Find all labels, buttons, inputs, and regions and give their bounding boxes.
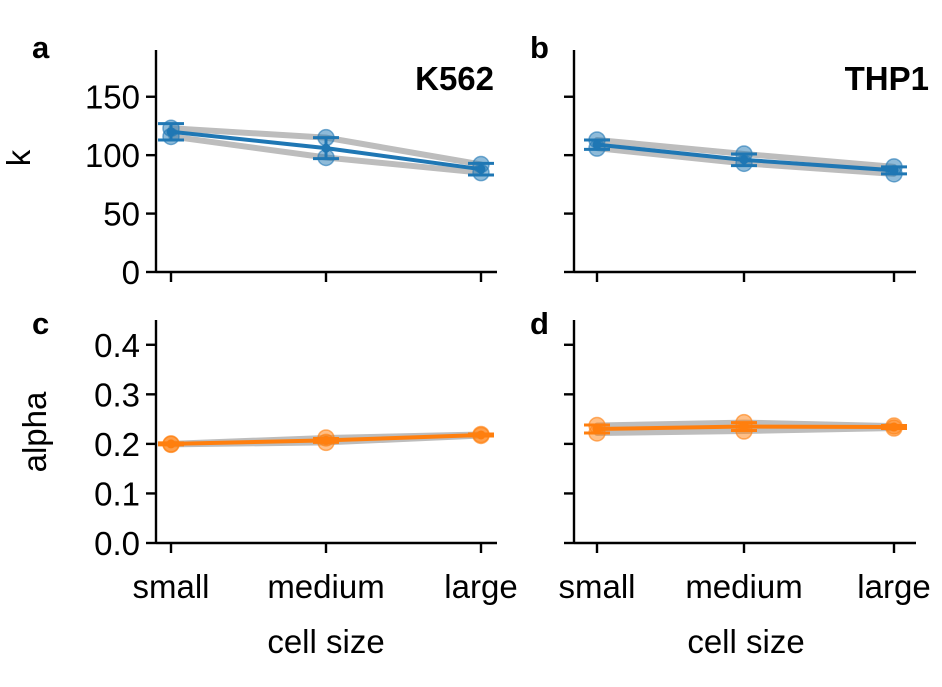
mean-point xyxy=(166,127,176,137)
panel-title-thp1: THP1 xyxy=(845,60,929,97)
y-tick-label: 0.2 xyxy=(94,426,140,463)
mean-point xyxy=(592,140,602,150)
panel-c-k562-alpha: 0.0 0.1 0.2 0.3 0.4 small medium large xyxy=(94,320,518,605)
y-tick-label: 0.4 xyxy=(94,327,140,364)
x-tick-label: large xyxy=(857,568,930,605)
panel-b-thp1-k xyxy=(564,50,916,282)
y-tick-label: 0 xyxy=(122,254,140,291)
panel-letter-a: a xyxy=(32,30,50,65)
mean-point xyxy=(889,422,899,432)
y-tick-label: 150 xyxy=(85,79,140,116)
y-axis-label-alpha: alpha xyxy=(16,391,53,472)
y-tick-label: 50 xyxy=(103,196,140,233)
mean-point xyxy=(476,430,486,440)
panel-letter-d: d xyxy=(530,306,549,341)
panel-a-k562-k: 0 50 100 150 xyxy=(85,50,497,291)
mean-point xyxy=(321,435,331,445)
mean-point xyxy=(166,439,176,449)
panel-title-k562: K562 xyxy=(415,60,494,97)
mean-point xyxy=(739,155,749,165)
y-tick-label: 0.0 xyxy=(94,525,140,562)
mean-point xyxy=(476,164,486,174)
x-axis-label-left: cell size xyxy=(267,623,384,660)
mean-point xyxy=(592,424,602,434)
panel-d-thp1-alpha: small medium large xyxy=(558,320,931,605)
x-tick-label: large xyxy=(444,568,517,605)
x-tick-label: small xyxy=(558,568,635,605)
y-tick-label: 0.1 xyxy=(94,475,140,512)
x-tick-label: small xyxy=(132,568,209,605)
mean-point xyxy=(321,143,331,153)
x-axis-label-right: cell size xyxy=(687,623,804,660)
y-tick-label: 0.3 xyxy=(94,376,140,413)
y-axis-label-k: k xyxy=(0,149,37,166)
panel-letter-c: c xyxy=(32,306,49,341)
y-tick-label: 100 xyxy=(85,137,140,174)
mean-point xyxy=(889,165,899,175)
mean-point xyxy=(739,422,749,432)
x-tick-label: medium xyxy=(685,568,802,605)
x-tick-label: medium xyxy=(267,568,384,605)
panel-letter-b: b xyxy=(530,30,549,65)
